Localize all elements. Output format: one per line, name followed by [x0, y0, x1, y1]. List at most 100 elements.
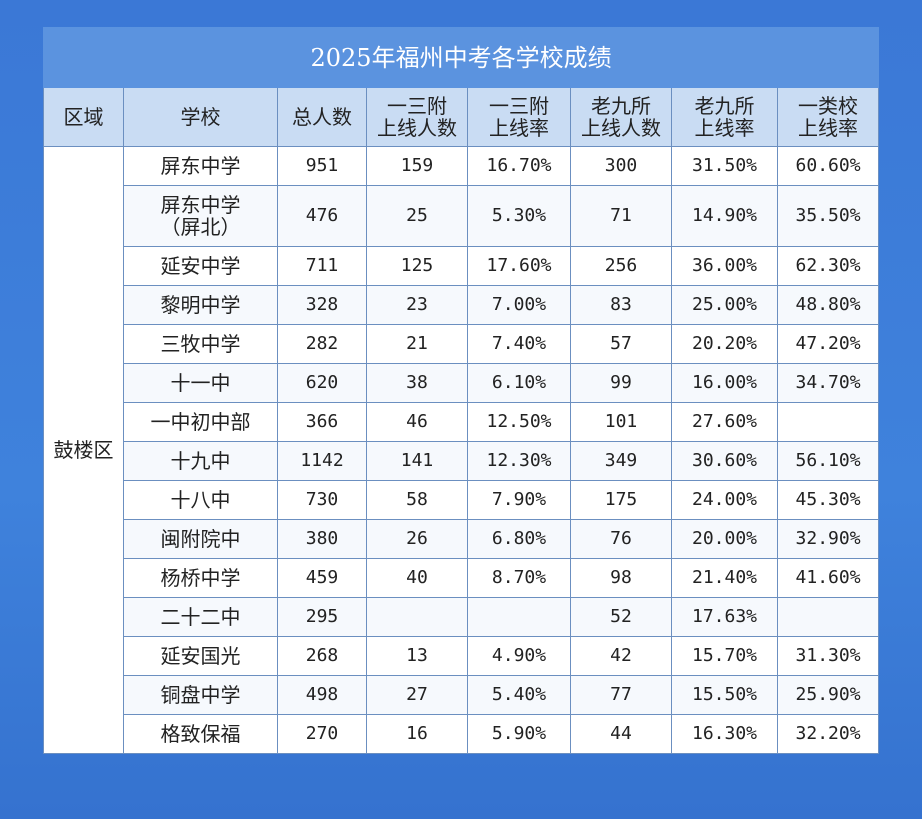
- value-cell: 25.00%: [671, 285, 778, 325]
- cell-line: 铜盘中学: [160, 683, 241, 707]
- value-cell: 300: [570, 146, 672, 186]
- value-cell: 16: [366, 714, 468, 754]
- value-cell: 7.90%: [467, 480, 571, 520]
- cell-line: 老九所: [591, 94, 651, 118]
- value-cell: 5.40%: [467, 675, 571, 715]
- cell-line: 学校: [180, 105, 221, 129]
- data-row: 鼓楼区 屏东中学 951 159 16.70% 300 31.50% 60.60%: [43, 146, 880, 754]
- value-cell: 32.20%: [776, 714, 880, 754]
- data-row: 闽附院中 380 26 6.80% 76 20.00% 32.90%: [44, 519, 880, 559]
- value-cell: 26: [366, 519, 468, 559]
- value-cell: 125: [366, 246, 468, 286]
- school-cell: 闽附院中: [123, 519, 278, 559]
- school-cell: 黎明中学: [123, 285, 278, 325]
- data-row: 十九中 1142 141 12.30% 349 30.60% 56.10%: [44, 441, 880, 481]
- data-row: 三牧中学 282 21 7.40% 57 20.20% 47.20%: [44, 324, 880, 364]
- value-cell: 17.63%: [671, 597, 778, 637]
- value-cell: 6.10%: [467, 363, 571, 403]
- school-cell: 一中初中部: [123, 402, 278, 442]
- value-cell: 25: [366, 185, 468, 247]
- school-cell: 铜盘中学: [123, 675, 278, 715]
- value-cell: 57: [570, 324, 672, 364]
- title-row: 2025年福州中考各学校成绩: [42, 27, 880, 88]
- header-cell: 总人数: [277, 87, 367, 147]
- cell-line: 十八中: [170, 488, 231, 512]
- school-cell: 杨桥中学: [123, 558, 278, 598]
- value-cell: [366, 597, 468, 637]
- cell-line: 十一中: [170, 371, 231, 395]
- data-row: 黎明中学 328 23 7.00% 83 25.00% 48.80%: [44, 285, 880, 325]
- value-cell: 7.40%: [467, 324, 571, 364]
- value-cell: 459: [277, 558, 367, 598]
- value-cell: [467, 597, 571, 637]
- value-cell: 5.30%: [467, 185, 571, 247]
- value-cell: 31.50%: [671, 146, 778, 186]
- value-cell: 16.30%: [671, 714, 778, 754]
- school-cell: 格致保福: [123, 714, 278, 754]
- value-cell: 48.80%: [776, 285, 880, 325]
- header-cell: 老九所 上线人数: [570, 87, 672, 147]
- school-cell: 屏东中学: [123, 146, 278, 186]
- value-cell: 21.40%: [671, 558, 778, 598]
- value-cell: 730: [277, 480, 367, 520]
- value-cell: 27.60%: [671, 402, 778, 442]
- cell-line: 上线人数: [377, 116, 457, 140]
- school-cell: 屏东中学 （屏北）: [123, 185, 278, 247]
- value-cell: 5.90%: [467, 714, 571, 754]
- header-cell: 一类校 上线率: [776, 87, 880, 147]
- school-cell: 延安国光: [123, 636, 278, 676]
- value-cell: 30.60%: [671, 441, 778, 481]
- value-cell: 23: [366, 285, 468, 325]
- value-cell: 620: [277, 363, 367, 403]
- score-table: 2025年福州中考各学校成绩 区域 学校 总人数 一三附 上线人数 一三附 上线率 老九所 上线…: [42, 27, 880, 754]
- cell-line: 杨桥中学: [160, 566, 241, 590]
- cell-line: 老九所: [694, 94, 755, 118]
- value-cell: 32.90%: [776, 519, 880, 559]
- value-cell: 20.00%: [671, 519, 778, 559]
- region-cell: 鼓楼区: [43, 146, 124, 754]
- value-cell: 268: [277, 636, 367, 676]
- value-cell: 56.10%: [776, 441, 880, 481]
- value-cell: 83: [570, 285, 672, 325]
- header-cell: 学校: [123, 87, 278, 147]
- cell-line: 闽附院中: [160, 527, 241, 551]
- value-cell: 31.30%: [776, 636, 880, 676]
- school-cell: 十一中: [123, 363, 278, 403]
- value-cell: 13: [366, 636, 468, 676]
- data-row: 屏东中学 （屏北） 476 25 5.30% 71 14.90% 35.50%: [44, 185, 880, 247]
- value-cell: 101: [570, 402, 672, 442]
- school-cell: 十八中: [123, 480, 278, 520]
- value-cell: 380: [277, 519, 367, 559]
- value-cell: 76: [570, 519, 672, 559]
- header-cell: 老九所 上线率: [671, 87, 778, 147]
- school-cell: 二十二中: [123, 597, 278, 637]
- value-cell: 62.30%: [776, 246, 880, 286]
- cell-line: 十九中: [170, 449, 231, 473]
- data-row: 杨桥中学 459 40 8.70% 98 21.40% 41.60%: [44, 558, 880, 598]
- value-cell: 20.20%: [671, 324, 778, 364]
- value-cell: 45.30%: [776, 480, 880, 520]
- value-cell: 282: [277, 324, 367, 364]
- cell-line: 三牧中学: [160, 332, 241, 356]
- value-cell: 141: [366, 441, 468, 481]
- value-cell: 270: [277, 714, 367, 754]
- table-title: 2025年福州中考各学校成绩: [42, 27, 880, 88]
- value-cell: 98: [570, 558, 672, 598]
- data-row: 二十二中 295 52 17.63%: [44, 597, 880, 637]
- cell-line: 上线人数: [581, 116, 661, 140]
- value-cell: 99: [570, 363, 672, 403]
- data-row: 延安国光 268 13 4.90% 42 15.70% 31.30%: [44, 636, 880, 676]
- cell-line: 一三附: [489, 94, 549, 118]
- header-cell: 区域: [43, 87, 124, 147]
- value-cell: 34.70%: [776, 363, 880, 403]
- value-cell: 77: [570, 675, 672, 715]
- value-cell: 12.30%: [467, 441, 571, 481]
- value-cell: 41.60%: [776, 558, 880, 598]
- value-cell: 498: [277, 675, 367, 715]
- value-cell: 476: [277, 185, 367, 247]
- value-cell: 58: [366, 480, 468, 520]
- cell-line: 黎明中学: [160, 293, 241, 317]
- value-cell: 15.50%: [671, 675, 778, 715]
- value-cell: 1142: [277, 441, 367, 481]
- value-cell: 21: [366, 324, 468, 364]
